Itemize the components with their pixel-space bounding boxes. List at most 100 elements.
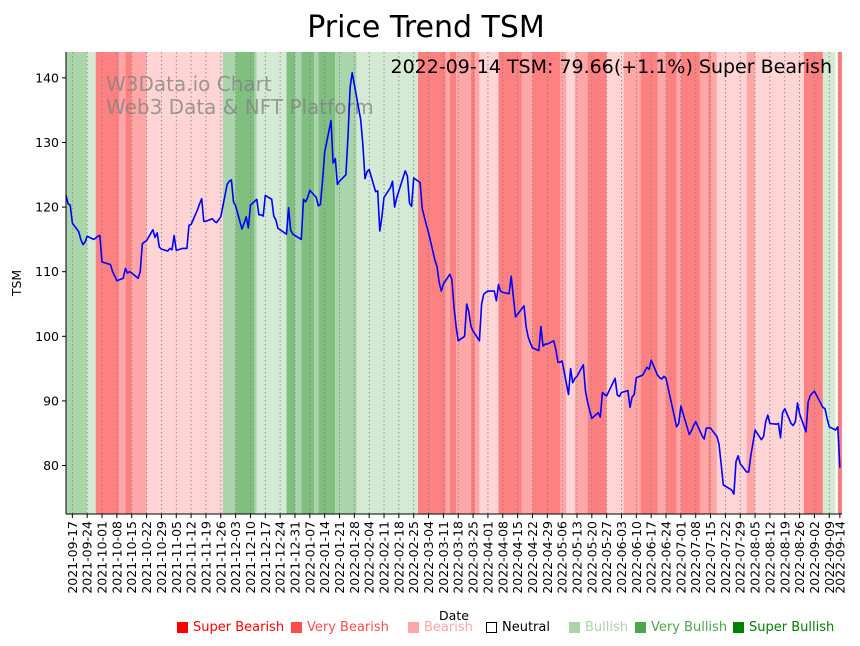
x-tick-label: 2021-11-26 (213, 521, 228, 594)
x-tick-label: 2021-12-17 (258, 521, 273, 594)
legend-item-super-bearish: Super Bearish (177, 620, 284, 635)
legend-item-super-bullish: Super Bullish (733, 620, 834, 635)
band-mild-bullish (256, 52, 287, 514)
x-axis-label: Date (439, 608, 469, 623)
band-bullish (66, 52, 88, 514)
band-neutral (835, 52, 838, 514)
x-tick-label: 2021-10-08 (109, 521, 124, 594)
band-mild-bullish (356, 52, 418, 514)
band-very-bearish (125, 52, 132, 514)
band-bullish (222, 52, 236, 514)
band-very-bullish (301, 52, 315, 514)
x-tick-label: 2022-04-15 (510, 521, 525, 594)
x-gridlines (71, 52, 841, 514)
band-bearish (131, 52, 147, 514)
legend-label: Very Bullish (651, 620, 728, 635)
band-mild-bearish (146, 52, 223, 514)
x-tick-label: 2022-05-06 (555, 521, 570, 594)
x-tick-label: 2021-11-19 (198, 521, 213, 594)
legend-item-very-bearish: Very Bearish (291, 620, 389, 635)
x-tick-label: 2021-09-24 (80, 521, 95, 594)
band-bullish (335, 52, 357, 514)
band-bearish (746, 52, 756, 514)
x-tick-label: 2022-09-09 (822, 521, 837, 594)
legend-item-bearish: Bearish (408, 620, 473, 635)
band-bearish (560, 52, 567, 514)
legend-swatch-icon (635, 622, 646, 633)
x-tick-label: 2022-06-10 (629, 521, 644, 594)
x-tick-label: 2022-02-18 (391, 521, 406, 594)
band-very-bearish (95, 52, 120, 514)
x-tick-label: 2021-12-24 (273, 521, 288, 594)
y-tick-label: 80 (43, 458, 59, 473)
band-very-bearish (640, 52, 658, 514)
legend-item-very-bullish: Very Bullish (635, 620, 727, 635)
y-tick-label: 130 (35, 135, 59, 150)
x-tick-label: 2022-08-05 (748, 521, 763, 594)
band-very-bullish (318, 52, 336, 514)
x-tick-label: 2022-07-22 (718, 521, 733, 594)
legend-swatch-icon (177, 622, 188, 633)
band-very-bearish (708, 52, 711, 514)
band-very-bearish (470, 52, 476, 514)
x-tick-label: 2022-08-26 (792, 521, 807, 594)
x-tick-label: 2021-10-15 (124, 521, 139, 594)
legend-swatch-icon (569, 622, 580, 633)
y-tick-label: 90 (43, 393, 59, 408)
band-bearish (676, 52, 681, 514)
x-tick-label: 2022-06-17 (644, 521, 659, 594)
x-tick-label: 2022-01-21 (332, 521, 347, 594)
x-tick-label: 2021-10-01 (95, 521, 110, 594)
x-tick-label: 2022-07-08 (688, 521, 703, 594)
x-tick-label: 2022-01-14 (317, 521, 332, 594)
watermark-line-1: W3Data.io Chart (106, 72, 272, 96)
band-mild-bearish (566, 52, 575, 514)
x-tick-label: 2022-04-01 (480, 521, 495, 594)
band-bearish (657, 52, 667, 514)
band-very-bearish (680, 52, 700, 514)
band-bearish (521, 52, 533, 514)
x-tick-label: 2022-09-02 (807, 521, 822, 594)
band-bearish (623, 52, 641, 514)
band-bullish (314, 52, 319, 514)
x-axis-ticks: 2021-09-17 2021-09-24 2021-10-01 2021-10-08… (65, 514, 847, 594)
x-tick-label: 2022-05-20 (584, 521, 599, 594)
price-series (65, 71, 841, 495)
watermark-line-2: Web3 Data & NFT Platform (106, 95, 374, 119)
band-bullish (294, 52, 302, 514)
sentiment-bands (66, 52, 842, 514)
legend-swatch-icon (408, 622, 419, 633)
x-tick-label: 2021-12-03 (228, 521, 243, 594)
legend-label: Super Bullish (749, 620, 835, 635)
band-mild-bearish (755, 52, 804, 514)
legend-swatch-icon (291, 622, 302, 633)
legend-item-neutral: Neutral (486, 620, 550, 635)
band-bearish (456, 52, 471, 514)
legend-swatch-icon (486, 622, 497, 633)
band-bearish (699, 52, 709, 514)
x-tick-label: 2022-06-03 (614, 521, 629, 594)
band-very-bearish (666, 52, 677, 514)
y-tick-label: 120 (35, 200, 59, 215)
latest-price-annotation: 2022-09-14 TSM: 79.66(+1.1%) Super Beari… (390, 56, 832, 78)
band-mild-bullish (822, 52, 836, 514)
band-very-bearish (803, 52, 823, 514)
legend-label: Neutral (502, 620, 550, 635)
x-tick-label: 2022-04-08 (495, 521, 510, 594)
chart-title: Price Trend TSM (307, 10, 545, 45)
legend-label: Very Bearish (307, 620, 389, 635)
x-tick-label: 2022-03-25 (466, 521, 481, 594)
band-very-bullish (235, 52, 255, 514)
band-very-bearish (532, 52, 561, 514)
x-tick-label: 2022-05-13 (570, 521, 585, 594)
legend-label: Bullish (585, 620, 629, 635)
x-tick-label: 2022-02-04 (362, 521, 377, 594)
x-tick-label: 2022-07-01 (673, 521, 688, 594)
x-tick-label: 2022-01-28 (347, 521, 362, 594)
x-tick-label: 2022-08-12 (762, 521, 777, 594)
y-tick-label: 100 (35, 329, 59, 344)
band-very-bearish (417, 52, 446, 514)
y-tick-label: 140 (35, 70, 59, 85)
x-tick-label: 2022-03-18 (451, 521, 466, 594)
legend-label: Bearish (424, 620, 473, 635)
